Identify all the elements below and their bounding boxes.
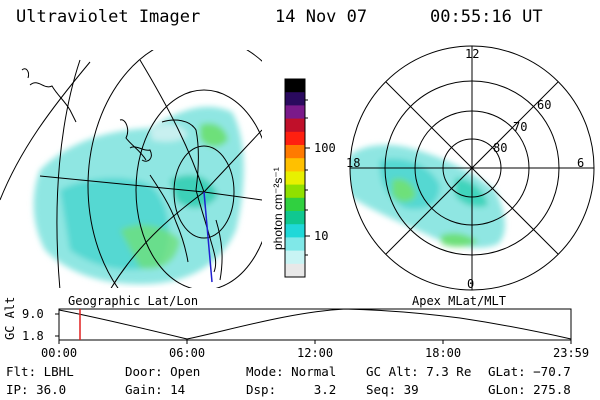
colorbar-cell <box>285 263 305 278</box>
mlat-label-80: 80 <box>493 141 508 155</box>
altitude-timeline <box>55 308 572 344</box>
colorbar-cell <box>285 131 305 146</box>
colorbar-cell <box>285 118 305 133</box>
timeline-ytick-low: 1.8 <box>22 329 44 343</box>
timeline-xtick-0000: 00:00 <box>41 346 78 360</box>
colorbar-cell <box>285 197 305 212</box>
magnetic-polar-plot <box>349 45 595 291</box>
mlat-label-60: 60 <box>537 98 552 112</box>
colorbar-cell <box>285 145 305 159</box>
mlat-label-70: 70 <box>513 120 528 134</box>
colorbar-cell <box>285 171 305 186</box>
colorbar-cell <box>285 105 305 120</box>
mlt-label-6: 6 <box>577 156 585 170</box>
color-scale-bar <box>284 78 310 278</box>
colorbar-cell <box>285 211 305 225</box>
colorbar-cell <box>285 158 305 172</box>
colorbar-cell <box>285 79 305 93</box>
timeline-xtick-1200: 12:00 <box>297 346 334 360</box>
colorbar-cell <box>285 237 305 252</box>
aurora-image-right <box>350 144 505 248</box>
mlt-label-18: 18 <box>346 156 361 170</box>
timeline-axis-label: GC Alt <box>3 296 17 340</box>
colorbar-cell <box>285 224 305 238</box>
mlt-label-0: 0 <box>467 277 475 291</box>
ip-status: IP: 36.0 <box>6 382 67 397</box>
filter-status: Flt: LBHL <box>6 364 74 379</box>
geo-longitude-status: GLon: 275.8 <box>488 382 571 397</box>
mode-status: Mode: Normal <box>246 364 337 379</box>
observation-date: 14 Nov 07 <box>275 7 368 27</box>
sun-direction-line <box>203 191 213 283</box>
sequence-status: Seq: 39 <box>366 382 419 397</box>
gc-altitude-status: GC Alt: 7.3 Re <box>366 364 472 379</box>
geographic-map <box>0 50 262 288</box>
gain-status: Gain: 14 <box>125 382 186 397</box>
timeline-xtick-0600: 06:00 <box>169 346 206 360</box>
colorbar-cell <box>285 184 305 199</box>
door-status: Door: Open <box>125 364 201 379</box>
observation-time: 00:55:16 UT <box>430 7 543 27</box>
aurora-image-left <box>33 106 244 285</box>
colorbar-unit-label: photon cm⁻²s⁻¹ <box>271 167 285 250</box>
mlt-label-12: 12 <box>465 47 480 61</box>
geo-latitude-status: GLat: −70.7 <box>488 364 571 379</box>
dsp-status: Dsp: 3.2 <box>246 382 337 397</box>
instrument-title: Ultraviolet Imager <box>16 7 201 27</box>
colorbar-tick-10: 10 <box>314 229 329 243</box>
timeline-ytick-high: 9.0 <box>22 307 44 321</box>
colorbar-cell <box>285 92 305 106</box>
right-map-caption: Apex MLat/MLT <box>412 294 506 308</box>
colorbar-cell <box>285 250 305 265</box>
timeline-xtick-1800: 18:00 <box>425 346 462 360</box>
colorbar-tick-100: 100 <box>314 141 336 155</box>
left-map-caption: Geographic Lat/Lon <box>68 294 199 308</box>
timeline-xtick-2359: 23:59 <box>553 346 590 360</box>
